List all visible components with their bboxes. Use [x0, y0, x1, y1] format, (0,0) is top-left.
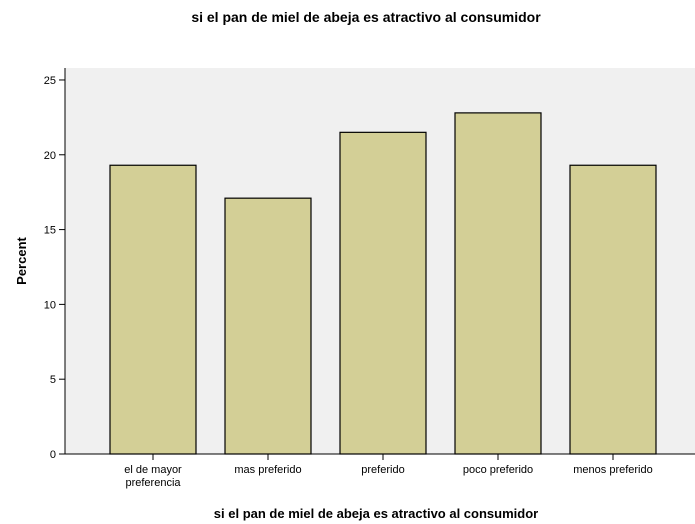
x-tick-label-line: el de mayor [124, 464, 182, 476]
bar [339, 131, 427, 455]
x-tick-label: menos preferido [573, 464, 653, 476]
bar [224, 197, 312, 455]
y-tick-label: 10 [44, 299, 56, 311]
y-tick-label: 20 [44, 150, 56, 162]
y-tick-label: 15 [44, 225, 56, 237]
x-tick-label-line: preferido [361, 464, 404, 476]
bar [454, 112, 542, 455]
y-axis-label: Percent [14, 236, 29, 284]
y-tick-label: 5 [50, 374, 56, 386]
x-tick-label: preferido [361, 464, 404, 476]
x-tick-label: el de mayor preferencia [124, 464, 182, 489]
x-axis-label: si el pan de miel de abeja es atractivo … [214, 506, 538, 521]
x-tick-label-line: menos preferido [573, 464, 653, 476]
x-tick-label-line: preferencia [125, 477, 181, 489]
x-tick-label: mas preferido [234, 464, 301, 476]
x-tick-label-line: mas preferido [234, 464, 301, 476]
x-tick-label: poco preferido [463, 464, 533, 476]
x-tick-label-line: poco preferido [463, 464, 533, 476]
y-axis: 0 5 10 15 20 25 [44, 68, 66, 461]
x-axis: el de mayor preferencia mas preferido prefe… [65, 453, 695, 489]
y-tick-label: 25 [44, 75, 56, 87]
bar [109, 164, 197, 455]
bar [569, 164, 657, 455]
y-tick-label: 0 [50, 449, 56, 461]
chart-title: si el pan de miel de abeja es atractivo … [191, 9, 541, 25]
